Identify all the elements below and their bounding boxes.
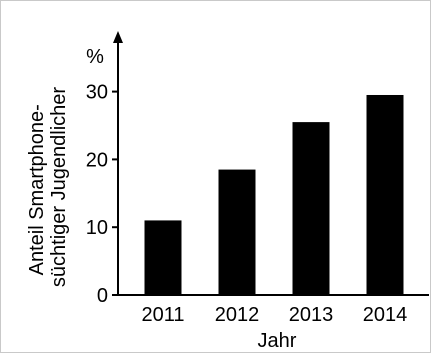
bars — [144, 94, 404, 296]
x-tick-label: 2012 — [215, 304, 260, 326]
y-tick-label: 0 — [97, 285, 108, 307]
x-tick-label: 2013 — [289, 304, 334, 326]
x-tick-label: 2014 — [363, 304, 408, 326]
y-axis-arrow-icon — [113, 31, 123, 43]
x-axis-title: Jahr — [258, 330, 297, 352]
y-axis-title-line-1: Anteil Smartphone- — [26, 104, 48, 275]
bar — [144, 220, 182, 295]
bar — [292, 122, 330, 295]
bar — [366, 94, 404, 296]
ticks: 0 10 20 30 2011 2012 2013 2014 — [86, 82, 408, 326]
x-tick-label: 2011 — [141, 304, 184, 326]
y-tick-label: 20 — [86, 149, 108, 171]
bar — [218, 169, 256, 295]
y-tick-label: 10 — [86, 217, 108, 239]
y-tick-label: 30 — [86, 82, 108, 104]
y-unit-label: % — [86, 46, 104, 68]
y-axis-title: Anteil Smartphone- süchtiger Jugendliche… — [26, 87, 70, 287]
y-axis-title-line-2: süchtiger Jugendlicher — [48, 87, 70, 287]
